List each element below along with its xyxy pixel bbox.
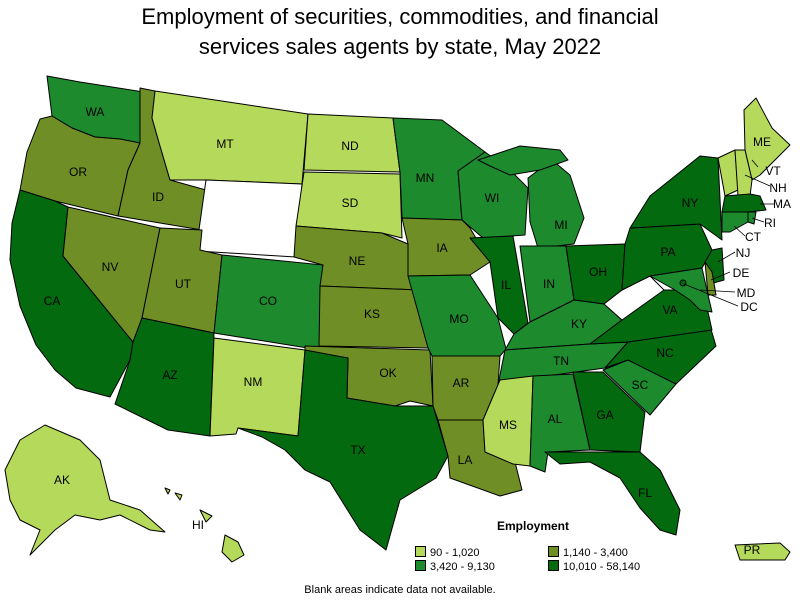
state-label-MD: MD	[737, 286, 756, 300]
legend-title: Employment	[497, 519, 570, 533]
state-FL	[544, 451, 681, 536]
state-HI-maui	[199, 509, 213, 523]
state-HI-group	[164, 487, 245, 563]
state-DE	[704, 261, 717, 296]
state-label-AZ: AZ	[162, 368, 177, 382]
map-title: Employment of securities, commodities, a…	[0, 2, 800, 62]
state-MD	[649, 267, 713, 313]
state-label-IL: IL	[501, 278, 511, 292]
state-label-IA: IA	[436, 241, 447, 255]
state-PR	[734, 542, 791, 561]
state-label-AR: AR	[453, 376, 470, 390]
state-label-MS: MS	[499, 418, 517, 432]
state-label-ND: ND	[341, 139, 359, 153]
state-label-MA: MA	[773, 197, 791, 211]
map-title-line2: services sales agents by state, May 2022	[198, 34, 602, 59]
state-label-ME: ME	[753, 135, 771, 149]
state-SD	[295, 171, 403, 239]
legend-item-3: 10,010 - 58,140	[548, 560, 640, 574]
legend-item-0: 90 - 1,020	[415, 546, 480, 560]
state-label-WA: WA	[86, 105, 105, 119]
state-label-VA: VA	[662, 303, 677, 317]
legend-swatch-0	[415, 546, 426, 557]
state-HI	[221, 534, 245, 563]
state-label-MI: MI	[554, 218, 567, 232]
state-label-OH: OH	[589, 265, 607, 279]
state-label-MT: MT	[216, 137, 234, 151]
legend-label-1: 1,140 - 3,400	[563, 547, 628, 559]
state-label-RI: RI	[764, 216, 776, 230]
footnote: Blank areas indicate data not available.	[304, 584, 496, 596]
state-label-SD: SD	[342, 196, 359, 210]
state-label-DE: DE	[733, 266, 750, 280]
state-label-DC: DC	[740, 300, 758, 314]
state-label-AL: AL	[548, 412, 563, 426]
state-label-NY: NY	[682, 196, 699, 210]
state-label-NJ: NJ	[736, 246, 751, 260]
state-label-MN: MN	[416, 171, 435, 185]
state-label-NV: NV	[102, 260, 119, 274]
state-label-ID: ID	[152, 190, 164, 204]
state-label-AK: AK	[54, 473, 70, 487]
state-label-HI: HI	[192, 518, 204, 532]
state-WY	[195, 179, 303, 258]
state-label-KS: KS	[364, 307, 380, 321]
state-AK	[4, 424, 166, 556]
legend-swatch-3	[548, 560, 559, 571]
state-label-TX: TX	[350, 443, 365, 457]
state-NH	[734, 149, 753, 197]
legend-label-0: 90 - 1,020	[430, 547, 480, 559]
state-label-NE: NE	[349, 254, 366, 268]
state-label-NM: NM	[244, 375, 263, 389]
state-MI	[527, 159, 585, 249]
state-label-UT: UT	[175, 277, 192, 291]
legend-label-2: 3,420 - 9,130	[430, 561, 495, 573]
state-label-NH: NH	[769, 181, 786, 195]
legend-item-2: 3,420 - 9,130	[415, 560, 495, 574]
state-label-GA: GA	[596, 408, 613, 422]
state-label-VT: VT	[765, 164, 781, 178]
state-label-LA: LA	[458, 453, 473, 467]
state-label-CT: CT	[745, 230, 762, 244]
state-CT	[721, 211, 749, 233]
state-label-FL: FL	[638, 486, 652, 500]
state-label-SC: SC	[632, 378, 649, 392]
state-label-MO: MO	[449, 312, 468, 326]
state-label-PR: PR	[744, 543, 761, 557]
state-label-OR: OR	[69, 165, 87, 179]
state-label-KY: KY	[571, 317, 587, 331]
state-label-CA: CA	[44, 294, 61, 308]
state-label-TN: TN	[553, 354, 569, 368]
state-MA	[721, 193, 767, 213]
legend-swatch-2	[415, 560, 426, 571]
state-DC	[679, 279, 687, 287]
state-MI-upper	[477, 145, 569, 176]
state-HI-oahu	[174, 492, 183, 501]
state-HI-kauai	[164, 487, 171, 495]
legend-label-3: 10,010 - 58,140	[563, 561, 641, 573]
legend-swatch-1	[548, 546, 559, 557]
state-label-CO: CO	[259, 294, 277, 308]
state-label-IN: IN	[543, 277, 555, 291]
state-GA	[572, 371, 646, 453]
leader-lines	[683, 159, 775, 307]
legend-item-1: 1,140 - 3,400	[548, 546, 628, 560]
state-label-PA: PA	[660, 245, 675, 259]
state-label-NC: NC	[656, 346, 674, 360]
map-title-line1: Employment of securities, commodities, a…	[141, 4, 659, 29]
state-label-OK: OK	[379, 366, 396, 380]
state-label-WI: WI	[485, 191, 500, 205]
state-TX	[237, 349, 449, 551]
state-MO	[407, 274, 507, 357]
